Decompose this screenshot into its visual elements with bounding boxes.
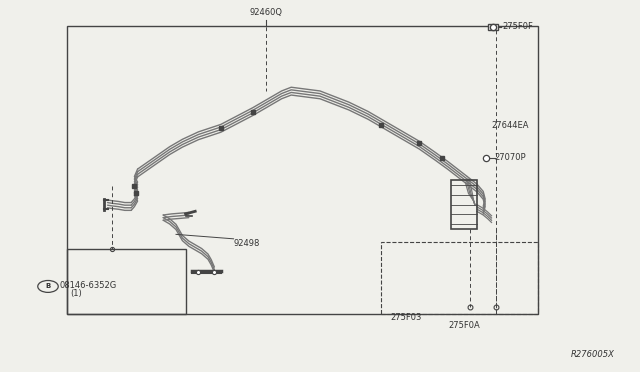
Text: 92498: 92498 — [234, 239, 260, 248]
Text: (1): (1) — [70, 289, 82, 298]
Bar — [381, 242, 538, 314]
Bar — [488, 24, 498, 30]
Text: B: B — [45, 283, 51, 289]
Text: 275F0A: 275F0A — [448, 321, 480, 330]
Bar — [451, 180, 477, 229]
Text: 92460Q: 92460Q — [249, 9, 282, 17]
Text: 275F03: 275F03 — [390, 313, 422, 322]
Bar — [67, 249, 186, 314]
Bar — [67, 26, 538, 314]
Text: 275F0F: 275F0F — [502, 22, 533, 31]
Text: R276005X: R276005X — [570, 350, 614, 359]
Text: 08146-6352G: 08146-6352G — [60, 281, 116, 290]
Text: 27070P: 27070P — [495, 153, 526, 162]
Text: 27644EA: 27644EA — [492, 121, 529, 130]
